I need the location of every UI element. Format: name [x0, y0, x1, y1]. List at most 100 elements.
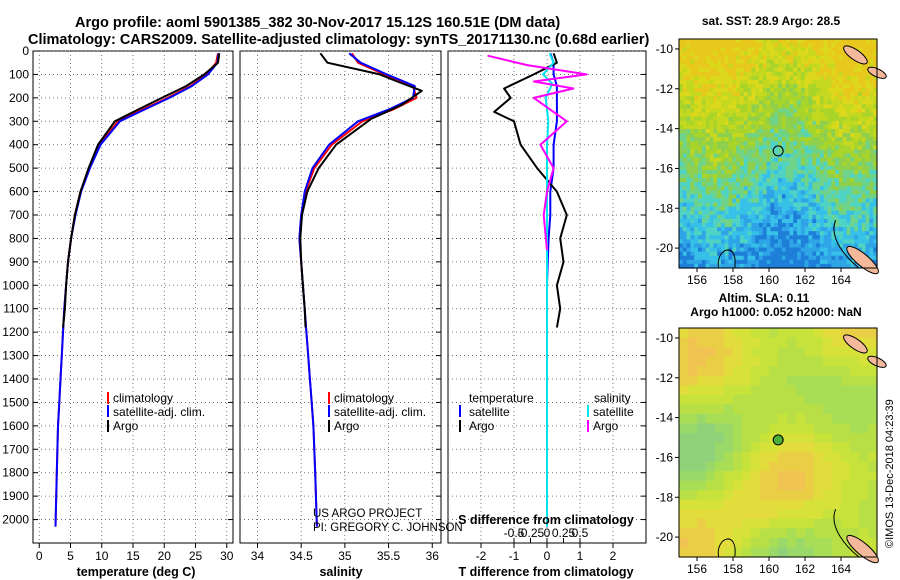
- heatmap-cell: [804, 251, 810, 257]
- heatmap-cell: [766, 251, 771, 257]
- heatmap-cell: [808, 153, 813, 159]
- heatmap-cell: [682, 259, 688, 265]
- heatmap-cell: [808, 112, 813, 118]
- heatmap-cell: [808, 182, 813, 187]
- heatmap-cell: [774, 198, 779, 204]
- heatmap-cell: [770, 231, 775, 236]
- heatmap-cell: [868, 423, 878, 434]
- heatmap-cell: [747, 218, 752, 224]
- heatmap-cell: [796, 347, 806, 358]
- heatmap-cell: [724, 347, 734, 358]
- heatmap-cell: [743, 202, 749, 208]
- heatmap-cell: [705, 223, 711, 228]
- heatmap-cell: [766, 243, 771, 249]
- heatmap-cell: [705, 83, 711, 89]
- heatmap-cell: [873, 223, 878, 228]
- heatmap-cell: [841, 375, 851, 386]
- heatmap-cell: [789, 124, 794, 130]
- heatmap-cell: [796, 423, 806, 434]
- heatmap-cell: [819, 251, 825, 257]
- heatmap-cell: [854, 218, 859, 224]
- heatmap-cell: [857, 108, 863, 114]
- heatmap-cell: [800, 55, 806, 61]
- heatmap-cell: [832, 337, 842, 348]
- heatmap-cell: [720, 67, 726, 73]
- heatmap-cell: [705, 108, 711, 114]
- heatmap-cell: [778, 243, 783, 249]
- heatmap-cell: [709, 112, 714, 118]
- heatmap-cell: [697, 509, 707, 520]
- heatmap-cell: [805, 375, 815, 386]
- heatmap-cell: [789, 108, 794, 114]
- heatmap-cell: [804, 137, 810, 142]
- heatmap-cell: [835, 133, 840, 138]
- heatmap-cell: [857, 186, 863, 191]
- heatmap-cell: [762, 63, 768, 69]
- heatmap-cell: [717, 124, 722, 130]
- heatmap-cell: [720, 55, 726, 61]
- heatmap-cell: [751, 149, 756, 155]
- heatmap-cell: [873, 239, 878, 245]
- heatmap-cell: [724, 178, 730, 183]
- heatmap-cell: [865, 88, 870, 93]
- heatmap-cell: [781, 141, 787, 146]
- heatmap-cell: [732, 96, 737, 101]
- heatmap-cell: [789, 194, 794, 200]
- heatmap-cell: [688, 499, 698, 510]
- heatmap-cell: [751, 67, 756, 73]
- heatmap-cell: [686, 79, 692, 85]
- heatmap-cell: [762, 145, 768, 151]
- heatmap-cell: [857, 153, 863, 159]
- heatmap-cell: [751, 51, 756, 56]
- heatmap-cell: [682, 71, 688, 77]
- heatmap-cell: [747, 198, 752, 204]
- heatmap-cell: [736, 186, 741, 191]
- sla-map-title-line1: Altim. SLA: 0.11: [719, 291, 810, 305]
- heatmap-cell: [774, 141, 779, 146]
- heatmap-cell: [850, 104, 855, 110]
- heatmap-cell: [717, 133, 722, 138]
- heatmap-cell: [697, 547, 707, 558]
- heatmap-cell: [869, 116, 874, 122]
- heatmap-cell: [865, 75, 870, 81]
- heatmap-cell: [873, 92, 878, 97]
- heatmap-cell: [808, 263, 813, 269]
- heatmap-cell: [717, 67, 722, 73]
- x-tick-label: 10: [95, 549, 109, 563]
- heatmap-cell: [835, 39, 840, 44]
- heatmap-cell: [865, 190, 870, 195]
- heatmap-cell: [728, 153, 733, 159]
- heatmap-cell: [835, 227, 840, 232]
- heatmap-cell: [868, 461, 878, 472]
- heatmap-cell: [686, 96, 692, 101]
- heatmap-cell: [859, 385, 869, 396]
- heatmap-cell: [762, 173, 768, 179]
- heatmap-cell: [838, 231, 844, 236]
- heatmap-cell: [755, 173, 760, 179]
- heatmap-cell: [705, 182, 711, 187]
- heatmap-cell: [706, 385, 716, 396]
- heatmap-cell: [769, 499, 779, 510]
- heatmap-cell: [778, 328, 788, 339]
- heatmap-cell: [762, 92, 768, 97]
- heatmap-cell: [736, 169, 741, 175]
- heatmap-cell: [865, 243, 870, 249]
- heatmap-cell: [770, 202, 775, 208]
- heatmap-cell: [827, 124, 832, 130]
- heatmap-cell: [865, 227, 870, 232]
- heatmap-cell: [838, 55, 844, 61]
- heatmap-cell: [701, 124, 707, 130]
- heatmap-cell: [789, 255, 794, 261]
- heatmap-cell: [728, 92, 733, 97]
- heatmap-cell: [841, 499, 851, 510]
- heatmap-cell: [682, 39, 688, 44]
- heatmap-cell: [701, 173, 707, 179]
- heatmap-cell: [724, 137, 730, 142]
- heatmap-cell: [812, 157, 817, 163]
- heatmap-cell: [758, 169, 764, 175]
- heatmap-cell: [800, 83, 806, 89]
- x-tick-label: 160: [759, 562, 779, 576]
- heatmap-cell: [717, 63, 722, 69]
- heatmap-cell: [758, 157, 764, 163]
- heatmap-cell: [720, 259, 726, 265]
